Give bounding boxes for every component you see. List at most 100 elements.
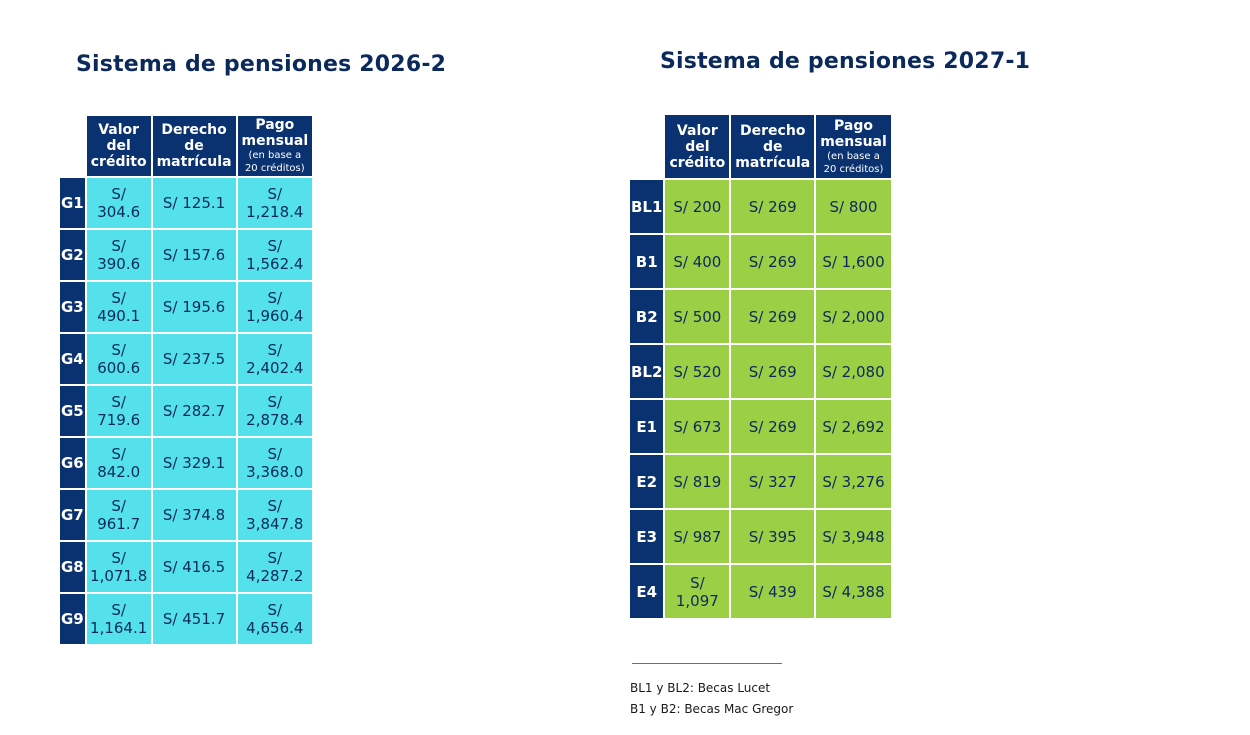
table-cell: S/ 195.6 bbox=[152, 282, 236, 332]
row-header: B1 bbox=[630, 235, 664, 288]
column-header-label: Valor del crédito bbox=[669, 122, 726, 171]
row-header: E2 bbox=[630, 455, 664, 508]
table-row: E3 S/ 987 S/ 395 S/ 3,948 bbox=[630, 510, 891, 563]
table-cell: S/ 125.1 bbox=[152, 178, 236, 228]
pension-table: Valor del crédito Derecho de matrícula P… bbox=[628, 113, 893, 620]
table-row: E1 S/ 673 S/ 269 S/ 2,692 bbox=[630, 400, 891, 453]
table-row: G6 S/ 842.0 S/ 329.1 S/ 3,368.0 bbox=[60, 438, 313, 488]
table-cell: S/ 390.6 bbox=[86, 230, 151, 280]
table-cell: S/ 2,402.4 bbox=[237, 334, 313, 384]
table-cell: S/ 416.5 bbox=[152, 542, 236, 592]
footnotes: BL1 y BL2: Becas Lucet B1 y B2: Becas Ma… bbox=[630, 678, 793, 720]
table-row: G4 S/ 600.6 S/ 237.5 S/ 2,402.4 bbox=[60, 334, 313, 384]
table-cell: S/ 3,948 bbox=[816, 510, 891, 563]
column-header-label: Valor del crédito bbox=[90, 122, 147, 170]
table-cell: S/ 800 bbox=[816, 180, 891, 233]
row-header: E3 bbox=[630, 510, 664, 563]
corner-cell bbox=[60, 116, 85, 176]
table-body: G1 S/ 304.6 S/ 125.1 S/ 1,218.4 G2 S/ 390.6 S/… bbox=[60, 178, 313, 644]
header-row: Valor del crédito Derecho de matrícula P… bbox=[630, 115, 891, 178]
column-header-valor-del-credito: Valor del crédito bbox=[86, 116, 151, 176]
table-cell: S/ 2,080 bbox=[816, 345, 891, 398]
table-row: G9 S/ 1,164.1 S/ 451.7 S/ 4,656.4 bbox=[60, 594, 313, 644]
row-header: G7 bbox=[60, 490, 85, 540]
column-header-label: Pago mensual bbox=[820, 117, 887, 150]
row-header: G8 bbox=[60, 542, 85, 592]
table-cell: S/ 2,000 bbox=[816, 290, 891, 343]
table-cell: S/ 3,276 bbox=[816, 455, 891, 508]
column-header-pago-mensual: Pago mensual (en base a 20 créditos) bbox=[237, 116, 313, 176]
table-cell: S/ 1,600 bbox=[816, 235, 891, 288]
table-cell: S/ 269 bbox=[731, 345, 815, 398]
row-header: G5 bbox=[60, 386, 85, 436]
table-row: G3 S/ 490.1 S/ 195.6 S/ 1,960.4 bbox=[60, 282, 313, 332]
row-header: G1 bbox=[60, 178, 85, 228]
table-cell: S/ 520 bbox=[665, 345, 730, 398]
row-header: G4 bbox=[60, 334, 85, 384]
table-cell: S/ 2,692 bbox=[816, 400, 891, 453]
table-row: G1 S/ 304.6 S/ 125.1 S/ 1,218.4 bbox=[60, 178, 313, 228]
table-row: BL1 S/ 200 S/ 269 S/ 800 bbox=[630, 180, 891, 233]
table-cell: S/ 157.6 bbox=[152, 230, 236, 280]
table-cell: S/ 269 bbox=[731, 180, 815, 233]
table-row: B2 S/ 500 S/ 269 S/ 2,000 bbox=[630, 290, 891, 343]
row-header: E1 bbox=[630, 400, 664, 453]
table-body: BL1 S/ 200 S/ 269 S/ 800 B1 S/ 400 S/ 269 S/ 1,… bbox=[630, 180, 891, 618]
row-header: BL2 bbox=[630, 345, 664, 398]
corner-cell bbox=[630, 115, 663, 178]
table-row: G7 S/ 961.7 S/ 374.8 S/ 3,847.8 bbox=[60, 490, 313, 540]
table-cell: S/ 500 bbox=[665, 290, 730, 343]
table-cell: S/ 400 bbox=[665, 235, 730, 288]
table-cell: S/ 3,368.0 bbox=[237, 438, 313, 488]
table-cell: S/ 600.6 bbox=[86, 334, 151, 384]
column-header-valor-del-credito: Valor del crédito bbox=[665, 115, 730, 178]
table-cell: S/ 4,656.4 bbox=[237, 594, 313, 644]
pension-table: Valor del crédito Derecho de matrícula P… bbox=[58, 114, 314, 646]
column-header-derecho-de-matricula: Derecho de matrícula bbox=[152, 116, 236, 176]
table-cell: S/ 439 bbox=[731, 565, 815, 618]
column-header-pago-mensual: Pago mensual (en base a 20 créditos) bbox=[816, 115, 891, 178]
table-cell: S/ 395 bbox=[731, 510, 815, 563]
column-header-label: Pago mensual bbox=[241, 117, 309, 149]
column-header-label: Derecho de matrícula bbox=[735, 122, 811, 171]
header-row: Valor del crédito Derecho de matrícula P… bbox=[60, 116, 313, 176]
table-cell: S/ 961.7 bbox=[86, 490, 151, 540]
table-cell: S/ 374.8 bbox=[152, 490, 236, 540]
column-header-sublabel: (en base a 20 créditos) bbox=[244, 150, 305, 174]
table-cell: S/ 1,097 bbox=[665, 565, 730, 618]
table-row: E4 S/ 1,097 S/ 439 S/ 4,388 bbox=[630, 565, 891, 618]
table-row: BL2 S/ 520 S/ 269 S/ 2,080 bbox=[630, 345, 891, 398]
table-cell: S/ 4,388 bbox=[816, 565, 891, 618]
table-cell: S/ 1,960.4 bbox=[237, 282, 313, 332]
table-row: G5 S/ 719.6 S/ 282.7 S/ 2,878.4 bbox=[60, 386, 313, 436]
table-cell: S/ 269 bbox=[731, 235, 815, 288]
row-header: BL1 bbox=[630, 180, 664, 233]
table-cell: S/ 1,562.4 bbox=[237, 230, 313, 280]
table-cell: S/ 327 bbox=[731, 455, 815, 508]
table-cell: S/ 269 bbox=[731, 290, 815, 343]
table-cell: S/ 987 bbox=[665, 510, 730, 563]
table-cell: S/ 1,218.4 bbox=[237, 178, 313, 228]
table-cell: S/ 490.1 bbox=[86, 282, 151, 332]
column-header-derecho-de-matricula: Derecho de matrícula bbox=[731, 115, 815, 178]
row-header: B2 bbox=[630, 290, 664, 343]
table-cell: S/ 1,164.1 bbox=[86, 594, 151, 644]
row-header: G2 bbox=[60, 230, 85, 280]
table-cell: S/ 237.5 bbox=[152, 334, 236, 384]
row-header: G3 bbox=[60, 282, 85, 332]
footnote-becas-lucet: BL1 y BL2: Becas Lucet bbox=[630, 681, 771, 695]
table-title: Sistema de pensiones 2026-2 bbox=[76, 52, 447, 77]
table-cell: S/ 842.0 bbox=[86, 438, 151, 488]
table-title: Sistema de pensiones 2027-1 bbox=[660, 49, 1031, 74]
table-row: B1 S/ 400 S/ 269 S/ 1,600 bbox=[630, 235, 891, 288]
table-row: G2 S/ 390.6 S/ 157.6 S/ 1,562.4 bbox=[60, 230, 313, 280]
table-row: E2 S/ 819 S/ 327 S/ 3,276 bbox=[630, 455, 891, 508]
table-cell: S/ 673 bbox=[665, 400, 730, 453]
table-cell: S/ 451.7 bbox=[152, 594, 236, 644]
table-cell: S/ 1,071.8 bbox=[86, 542, 151, 592]
table-cell: S/ 2,878.4 bbox=[237, 386, 313, 436]
table-row: G8 S/ 1,071.8 S/ 416.5 S/ 4,287.2 bbox=[60, 542, 313, 592]
row-header: G9 bbox=[60, 594, 85, 644]
footnote-divider bbox=[632, 663, 782, 664]
table-cell: S/ 4,287.2 bbox=[237, 542, 313, 592]
